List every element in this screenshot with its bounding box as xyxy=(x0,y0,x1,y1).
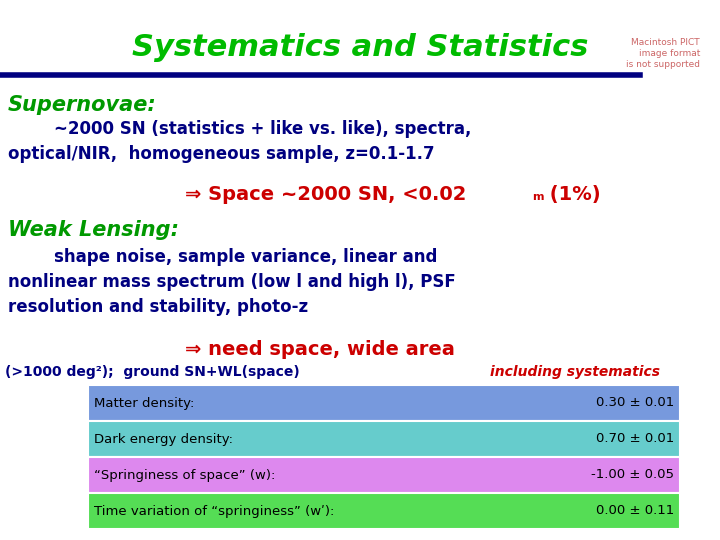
Text: shape noise, sample variance, linear and
nonlinear mass spectrum (low l and high: shape noise, sample variance, linear and… xyxy=(8,248,456,316)
Text: ⇒ Space ~2000 SN, <0.02: ⇒ Space ~2000 SN, <0.02 xyxy=(185,185,467,204)
Text: (1%): (1%) xyxy=(543,185,600,204)
Text: Time variation of “springiness” (wʹ):: Time variation of “springiness” (wʹ): xyxy=(94,504,334,517)
Text: -1.00 ± 0.05: -1.00 ± 0.05 xyxy=(591,469,674,482)
Text: m: m xyxy=(532,192,544,202)
Bar xyxy=(88,385,680,421)
Text: including systematics: including systematics xyxy=(490,365,660,379)
Text: Supernovae:: Supernovae: xyxy=(8,95,157,115)
Bar xyxy=(88,457,680,493)
Text: (>1000 deg²);  ground SN+WL(space): (>1000 deg²); ground SN+WL(space) xyxy=(5,365,305,379)
Text: Weak Lensing:: Weak Lensing: xyxy=(8,220,179,240)
Text: “Springiness of space” (w):: “Springiness of space” (w): xyxy=(94,469,275,482)
Text: Macintosh PICT
image format
is not supported: Macintosh PICT image format is not suppo… xyxy=(626,38,700,69)
Text: Systematics and Statistics: Systematics and Statistics xyxy=(132,33,588,63)
Text: Matter density:: Matter density: xyxy=(94,396,194,409)
Text: ⇒ need space, wide area: ⇒ need space, wide area xyxy=(185,340,455,359)
Text: Dark energy density:: Dark energy density: xyxy=(94,433,233,446)
Bar xyxy=(88,421,680,457)
Text: 0.30 ± 0.01: 0.30 ± 0.01 xyxy=(595,396,674,409)
Text: 0.00 ± 0.11: 0.00 ± 0.11 xyxy=(595,504,674,517)
Text: 0.70 ± 0.01: 0.70 ± 0.01 xyxy=(595,433,674,446)
Bar xyxy=(88,493,680,529)
Text: ~2000 SN (statistics + like vs. like), spectra,
optical/NIR,  homogeneous sample: ~2000 SN (statistics + like vs. like), s… xyxy=(8,120,472,163)
